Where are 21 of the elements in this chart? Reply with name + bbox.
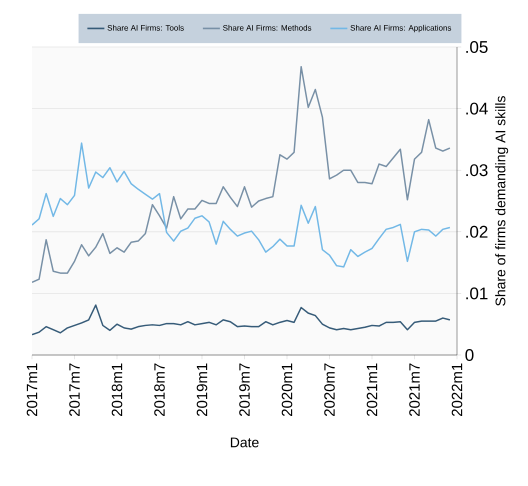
x-tick-label: 2020m7 <box>324 364 335 416</box>
x-tick-label: 2022m1 <box>452 364 462 416</box>
y-tick-label: .01 <box>466 287 488 300</box>
y-tick-label: .02 <box>466 226 488 238</box>
y-tick-label: .03 <box>466 164 488 176</box>
y-tick-label: .04 <box>466 102 488 115</box>
x-tick-label: 2017m7 <box>69 364 80 416</box>
x-tick-label: 2021m7 <box>409 364 420 416</box>
x-tick-label: 2018m1 <box>112 364 122 416</box>
y-tick-label: .05 <box>466 41 488 54</box>
line-series <box>32 142 451 268</box>
y-tick-label: 0 <box>465 349 474 361</box>
x-tick-label: 2019m1 <box>196 364 208 416</box>
x-tick-label: 2017m1 <box>26 364 38 416</box>
line-series <box>32 66 451 284</box>
x-axis-title: Date <box>230 438 259 448</box>
x-tick-label: 2019m7 <box>239 364 250 416</box>
y-axis-title: Share of firms demanding AI skills <box>495 96 508 306</box>
x-tick-label: 2021m1 <box>366 364 378 416</box>
x-tick-label: 2020m1 <box>282 364 292 416</box>
x-tick-label: 2018m7 <box>154 364 165 416</box>
